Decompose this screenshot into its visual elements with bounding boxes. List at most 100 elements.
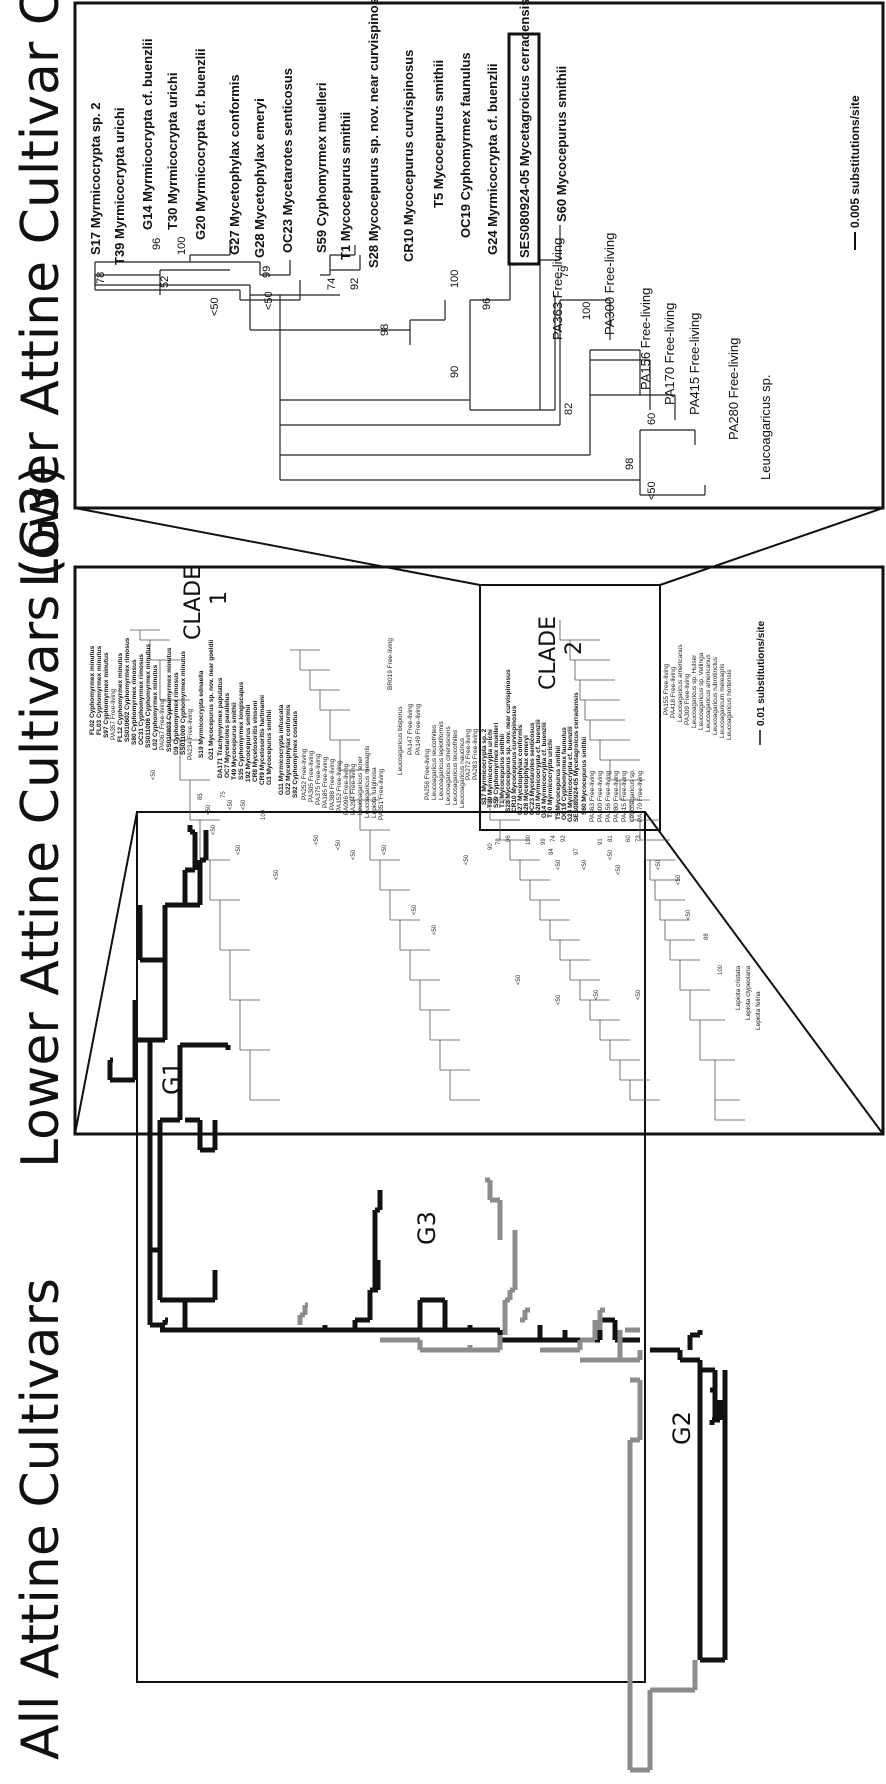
highlight-box — [507, 32, 541, 266]
left-zoom-box — [136, 811, 646, 1683]
tip-label: Lepiota fuliginosa — [371, 767, 378, 818]
group-label-g1: G1 — [158, 1061, 186, 1095]
support-value: 99 — [261, 266, 273, 278]
support-value: <50 — [594, 989, 600, 1000]
tip-label: PA418 Free-living — [670, 666, 677, 718]
tip-label: S92 Cyphomyrmex costatus — [292, 711, 299, 798]
support-value: <50 — [228, 799, 234, 810]
tip-label: S60 Mycocepurus smithii — [581, 737, 588, 815]
tip-label: G27 Mycetophylax conformis — [227, 74, 242, 255]
support-value: <50 — [556, 994, 562, 1005]
connector-line — [74, 507, 481, 586]
support-value: 98 — [624, 458, 636, 470]
support-value: <50 — [464, 854, 470, 865]
support-value: 100 — [449, 270, 461, 288]
tip-label: CR10 Mycocepurus curvispinosus — [511, 705, 518, 812]
tip-label: Leucoagaricus hortensis — [726, 669, 733, 740]
support-value: 100 — [261, 809, 267, 820]
tip-label: PA363 Free-living — [589, 770, 596, 822]
tip-label: G28 Mycetophylax emeryi — [523, 735, 530, 815]
scale-label: 0.005 substitutions/site — [848, 95, 862, 228]
scale-label: 0.01 substitutions/site — [756, 621, 767, 726]
tip-label: PA280 Free-living — [613, 770, 620, 822]
support-value: <50 — [412, 904, 418, 915]
tip-label: S59 Cyphomyrmex muelleri — [314, 82, 329, 253]
tree-branch — [469, 225, 561, 411]
right-panel-title: Lower Attine Cultivar Clade 2 — [11, 0, 71, 588]
tip-label: PA156 Free-living — [638, 288, 653, 390]
support-value: 60 — [646, 413, 658, 425]
tip-label: SS011006 Cyphomyrmex minutus — [145, 644, 152, 748]
support-value: 100 — [718, 964, 724, 975]
support-value: <50 — [636, 989, 642, 1000]
support-value: 96 — [151, 238, 163, 250]
tip-label: G20 Myrmicocrypta cf. buenzlii — [535, 719, 542, 815]
tip-label: SES080924-05 Mycetagroicus cerradensis — [573, 692, 580, 822]
tip-label: FL02 Cyphomyrmex minutus — [89, 645, 96, 735]
middle-panel-title: Lower Attine Cultivars (G3) — [11, 464, 71, 1168]
tip-label: CR8 Mycetosoritis vinsoni — [252, 701, 259, 782]
tip-label: PA415 Free-living — [687, 313, 702, 415]
support-value: <50 — [263, 291, 275, 310]
tip-label: Leucoagaricum meleagris — [719, 663, 726, 738]
tip-label: G27 Mycetophylax conformis — [517, 724, 524, 815]
tip-label: PA149 Free-living — [415, 703, 422, 755]
support-value: 75 — [221, 791, 227, 798]
support-value: <50 — [686, 909, 692, 920]
tip-label: G3 Mycocepurus smithii — [266, 710, 273, 785]
tip-label: Leucoagaricus sp. — [629, 769, 636, 822]
tip-label: PA152 Free-living — [336, 760, 343, 812]
g1-branches — [107, 825, 209, 1083]
tip-label: T5 Mycocepurus smithii — [555, 746, 562, 820]
support-value: <50 — [616, 864, 622, 875]
tip-label: G28 Mycetophylax emeryi — [252, 98, 267, 258]
tip-label: PA170 Free-living — [637, 770, 644, 822]
tip-label: OC23 Mycetarotes senticosus — [280, 68, 295, 253]
tip-label: S17 Myrmicocrypta sp. 2 — [88, 103, 103, 255]
tip-label: G22 Mycetophylax conformis — [285, 704, 292, 795]
tree-branch — [94, 275, 301, 301]
tip-label: PA300 Free-living — [597, 770, 604, 822]
tip-label: T39 Myrmicocrypta urichi — [112, 108, 127, 266]
tip-label: PA357 Free-living — [110, 688, 117, 740]
tip-label: Leucoagaricus cinerascens — [445, 725, 452, 805]
all-cultivars-tree: G1 G3 G2 — [107, 825, 728, 1773]
tip-label: FL03 Cyphomyrmex minutus — [96, 645, 103, 735]
support-value: 78 — [95, 272, 107, 284]
tip-label: T39 Myrmicocrypta urichi — [487, 729, 494, 808]
tip-label: PA351 Free-living — [378, 768, 385, 820]
support-value: 91 — [598, 838, 604, 845]
tip-label: S28 Mycocepurus sp. nov. near curvispino… — [366, 0, 381, 268]
support-value: <50 — [646, 481, 658, 500]
tip-label: G24 Myrmicocrypta cf. buenzlii — [485, 64, 500, 255]
clade2-zoom-box — [479, 584, 661, 831]
tip-label: Leucoagaricus sp. Vellinga — [698, 652, 705, 730]
tip-label: PA305 Free-living — [308, 750, 315, 802]
support-value: <50 — [432, 924, 438, 935]
support-value: 96 — [506, 835, 512, 842]
support-value: 81 — [608, 835, 614, 842]
tree-branch — [130, 629, 280, 1101]
tip-label: T49 Mycocepurus smithii — [231, 702, 238, 780]
tip-label: Leucoagaricus americanus — [677, 644, 684, 722]
clade1-label: CLADE 1 — [181, 559, 232, 640]
tip-label: DA171 Trachymyrmex papulatus — [217, 677, 224, 778]
tip-label: PA147 Free-living — [407, 703, 414, 755]
support-value: <50 — [336, 839, 342, 850]
tip-label: S60 Mycocepurus smithii — [554, 66, 569, 222]
support-value: 73 — [636, 835, 642, 842]
tip-label: T1 Mycocepurus smithii — [499, 734, 506, 808]
tip-label: PA155 Free-living — [663, 663, 670, 715]
tip-label: BR019 Free-living — [387, 638, 394, 690]
tip-label: G14 Myrmicocrypta cf. buenzlii — [140, 39, 155, 230]
tip-label: G9 Cyphomyrmex rimosus — [173, 672, 180, 755]
support-value: <50 — [676, 874, 682, 885]
g3-tree: CLADE 1 CLADE 2 FL02 Cyphomyrmex minutus… — [89, 559, 767, 1121]
tip-label: OC7 Mycetarotes parallelus — [224, 692, 231, 778]
tip-label: G21 Mycocepurus sp. nov. near goeldii — [208, 640, 215, 760]
support-value: 82 — [563, 403, 575, 415]
support-value: 74 — [326, 278, 338, 290]
tip-label: PA252 Free-living — [301, 748, 308, 800]
tree-branch — [559, 620, 745, 1121]
